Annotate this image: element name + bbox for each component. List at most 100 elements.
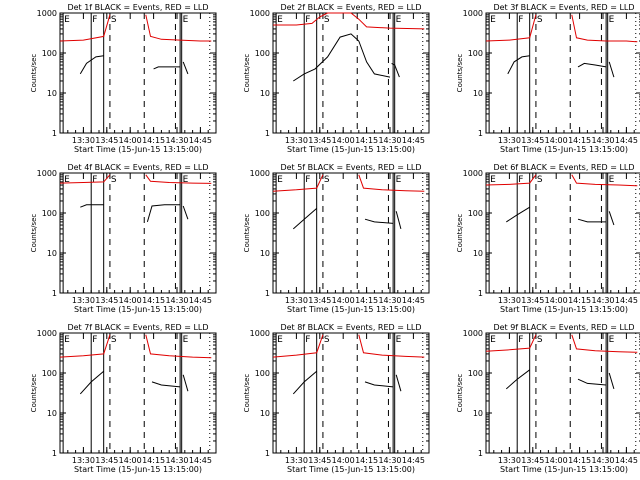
x-tick-label: 14:45 (189, 136, 212, 145)
events-rate-line (293, 33, 360, 82)
events-rate-line (146, 204, 181, 223)
event-marker-label: S (324, 335, 330, 345)
x-tick-label: 13:45 (521, 136, 544, 145)
events-rate-line (292, 370, 318, 395)
x-tick-label: 14:00 (119, 136, 142, 145)
x-tick-label: 14:15 (142, 136, 165, 145)
lld-rate-line (145, 174, 212, 184)
x-tick-label: 13:45 (521, 456, 544, 465)
y-tick-label: 100 (255, 369, 270, 378)
x-tick-label: 14:45 (402, 296, 425, 305)
y-tick-label: 1000 (463, 169, 483, 178)
plot-frame (485, 332, 640, 454)
y-tick-label: 1000 (250, 329, 270, 338)
event-marker-label: E (490, 15, 496, 25)
panel-title: Det 3f BLACK = Events, RED = LLD (493, 3, 634, 12)
event-marker-label: E (64, 335, 70, 345)
x-tick-label: 13:45 (95, 296, 118, 305)
y-tick-label: 1 (478, 289, 483, 298)
panel-7: Det 7f BLACK = Events, RED = LLD 1 10 100 10… (30, 323, 217, 474)
x-tick-label: 14:45 (615, 136, 638, 145)
event-marker-label: E (490, 175, 496, 185)
x-tick-label: 14:30 (591, 456, 614, 465)
x-tick-label: 14:45 (402, 456, 425, 465)
y-tick-label: 10 (473, 409, 483, 418)
x-tick-label: 14:15 (355, 296, 378, 305)
panel-5: Det 5f BLACK = Events, RED = LLD 1 10 100 10… (243, 163, 430, 314)
y-tick-label: 1000 (37, 169, 57, 178)
lld-rate-line (145, 14, 212, 42)
x-tick-label: 14:00 (332, 136, 355, 145)
lld-rate-line (59, 14, 111, 42)
x-tick-label: 13:45 (95, 136, 118, 145)
y-axis-label: Counts/sec (30, 374, 38, 413)
events-rate-line (608, 61, 615, 78)
event-marker-label: S (537, 335, 543, 345)
x-tick-label: 14:15 (142, 296, 165, 305)
event-marker-label: E (609, 175, 615, 185)
y-axis-label: Counts/sec (243, 374, 251, 413)
y-axis-label: Counts/sec (456, 54, 464, 93)
event-marker-label: F (518, 335, 523, 345)
lld-rate-line (59, 334, 111, 358)
event-marker-label: F (92, 175, 97, 185)
event-marker-label: S (111, 335, 117, 345)
events-rate-line (395, 211, 402, 230)
plot-frame (272, 332, 430, 454)
x-tick-label: 13:45 (308, 296, 331, 305)
event-marker-label: S (111, 15, 117, 25)
y-tick-label: 1000 (463, 9, 483, 18)
panel-title: Det 1f BLACK = Events, RED = LLD (67, 3, 208, 12)
event-marker-label: E (609, 15, 615, 25)
lld-rate-line (273, 12, 425, 30)
x-axis-label: Start Time (15-Jun-15 13:15:00) (74, 145, 202, 154)
y-tick-label: 10 (260, 89, 270, 98)
event-marker-label: F (518, 15, 523, 25)
event-marker-label: F (305, 175, 310, 185)
panel-title: Det 4f BLACK = Events, RED = LLD (67, 163, 208, 172)
x-tick-label: 14:15 (142, 456, 165, 465)
events-rate-line (358, 40, 391, 78)
lld-rate-line (571, 14, 638, 43)
x-tick-label: 14:30 (378, 456, 401, 465)
events-rate-line (79, 55, 104, 75)
event-marker-label: F (518, 175, 523, 185)
panel-3: Det 3f BLACK = Events, RED = LLD 1 10 100 10… (456, 3, 640, 154)
panel-9: Det 9f BLACK = Events, RED = LLD 1 10 100 10… (456, 323, 640, 474)
event-marker-label: F (92, 335, 97, 345)
x-tick-label: 14:30 (591, 296, 614, 305)
panel-title: Det 2f BLACK = Events, RED = LLD (280, 3, 421, 12)
x-axis-label: Start Time (15-Jun-15 13:15:00) (287, 145, 415, 154)
y-tick-label: 10 (260, 409, 270, 418)
x-tick-label: 14:30 (165, 456, 188, 465)
panel-title: Det 8f BLACK = Events, RED = LLD (280, 323, 421, 332)
x-tick-label: 13:30 (498, 136, 521, 145)
y-tick-label: 100 (468, 369, 483, 378)
y-tick-label: 1000 (250, 9, 270, 18)
plot-frame (272, 12, 430, 134)
y-axis-label: Counts/sec (243, 214, 251, 253)
x-tick-label: 14:30 (378, 136, 401, 145)
y-tick-label: 100 (255, 209, 270, 218)
y-tick-label: 10 (47, 249, 57, 258)
event-marker-label: E (396, 15, 402, 25)
y-tick-label: 1 (478, 449, 483, 458)
event-marker-label: E (396, 335, 402, 345)
event-marker-label: F (305, 15, 310, 25)
x-tick-label: 14:45 (402, 136, 425, 145)
event-marker-label: E (183, 15, 189, 25)
x-tick-label: 14:00 (332, 456, 355, 465)
x-tick-label: 14:15 (355, 456, 378, 465)
x-axis-label: Start Time (15-Jun-15 13:15:00) (74, 465, 202, 474)
y-tick-label: 10 (473, 249, 483, 258)
x-tick-label: 14:00 (545, 456, 568, 465)
y-tick-label: 1 (52, 449, 57, 458)
event-marker-label: S (324, 15, 330, 25)
y-axis-label: Counts/sec (456, 214, 464, 253)
panel-title: Det 6f BLACK = Events, RED = LLD (493, 163, 634, 172)
x-axis-label: Start Time (15-Jun-15 13:15:00) (74, 305, 202, 314)
x-axis-label: Start Time (15-Jun-15 13:15:00) (500, 305, 628, 314)
y-axis-label: Counts/sec (30, 54, 38, 93)
events-rate-line (395, 374, 402, 392)
